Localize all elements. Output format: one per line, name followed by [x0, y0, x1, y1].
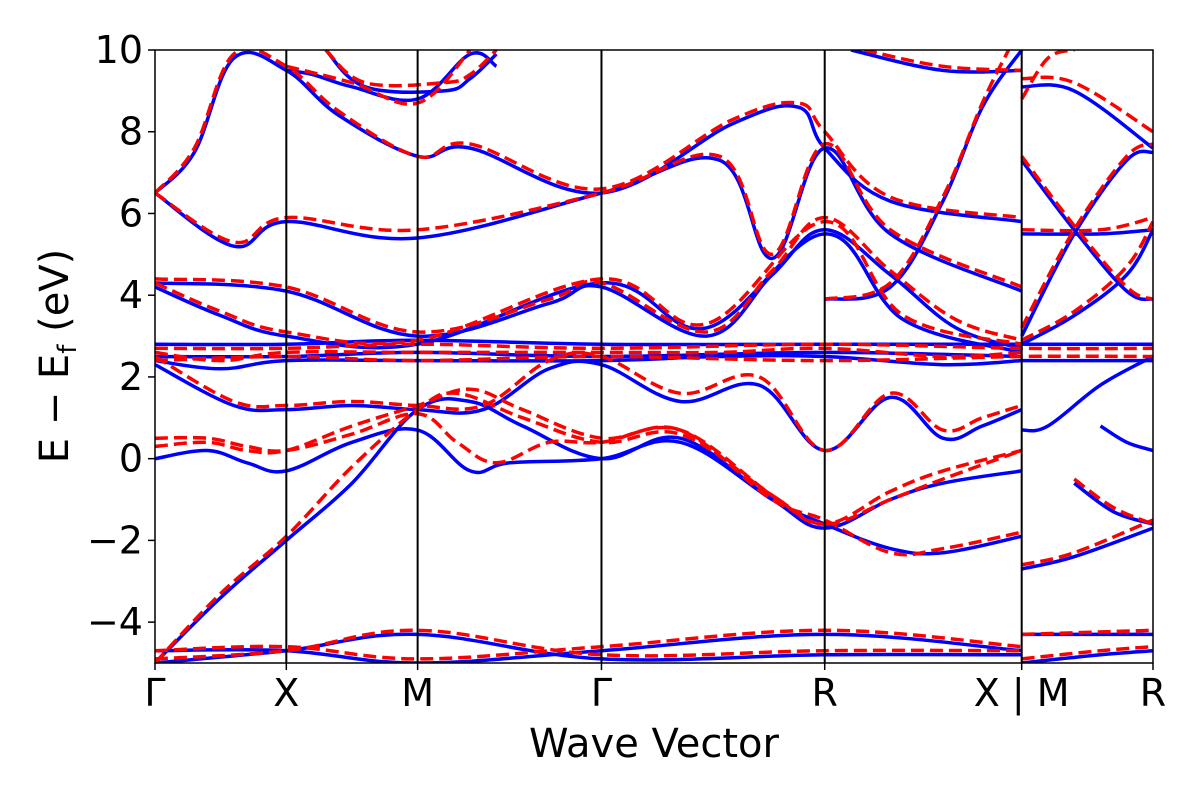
- y-axis-label: E − Ef (eV): [32, 249, 83, 464]
- y-tick-label: −4: [87, 600, 143, 644]
- dashed-band-line: [824, 50, 1011, 302]
- x-tick-label: R: [812, 671, 838, 715]
- y-axis-ticks: −4 −2 0 2 4 6 8 10: [87, 28, 155, 644]
- dashed-band-line: [1021, 518, 1153, 567]
- x-tick-label: R: [1140, 671, 1166, 715]
- solid-band-line: [1020, 149, 1153, 337]
- solid-band-line: [1099, 424, 1153, 453]
- dashed-band-line: [155, 215, 1023, 342]
- x-axis-label: Wave Vector: [529, 721, 780, 767]
- y-tick-label: 6: [119, 191, 143, 235]
- dashed-band-line: [1021, 644, 1153, 661]
- y-axis-label-sub: f: [53, 344, 83, 354]
- x-tick-label: Γ: [591, 671, 612, 715]
- y-tick-label: −2: [87, 518, 143, 562]
- dashed-band-line: [155, 219, 1023, 346]
- solid-band-line: [1020, 228, 1153, 346]
- bands-layer: [155, 50, 1153, 663]
- solid-band-line: [1021, 228, 1153, 236]
- solid-band-line: [155, 146, 1023, 293]
- solid-band-line: [155, 50, 1022, 224]
- dashed-band-line: [285, 50, 472, 106]
- dashed-band-line: [1021, 215, 1153, 233]
- dashed-band-line: [155, 50, 1022, 220]
- x-axis-ticks: Γ X M Γ R X | M R: [144, 663, 1166, 716]
- solid-band-line: [155, 397, 1023, 663]
- solid-band-line: [824, 50, 1024, 302]
- solid-band-line: [1021, 83, 1153, 150]
- dashed-band-line: [863, 50, 1022, 73]
- dashed-band-line: [155, 142, 1023, 289]
- plot-frame: [154, 49, 1154, 664]
- solid-band-line: [155, 232, 1023, 355]
- dashed-band-line: [1020, 50, 1075, 100]
- x-tick-label: Γ: [144, 671, 165, 715]
- solid-band-line: [1021, 354, 1153, 433]
- dashed-band-line: [1020, 155, 1153, 301]
- dashed-band-line: [155, 351, 1023, 453]
- dashed-band-line: [1073, 477, 1153, 526]
- solid-band-line: [1020, 159, 1153, 302]
- dashed-band-line: [1020, 220, 1153, 342]
- high-symmetry-lines: [285, 50, 1023, 663]
- dashed-band-line: [155, 387, 1023, 557]
- solid-band-line: [1021, 526, 1153, 571]
- dashed-band-line: [155, 354, 1153, 363]
- solid-band-line: [155, 359, 1023, 453]
- solid-band-line: [1021, 648, 1153, 663]
- dashed-band-line: [155, 342, 1153, 351]
- y-axis-label-tail: (eV): [32, 249, 78, 345]
- dashed-band-line: [155, 628, 1022, 661]
- dashed-band-line: [155, 391, 1023, 663]
- y-tick-label: 4: [119, 273, 143, 317]
- solid-band-line: [324, 50, 498, 94]
- x-tick-label: M: [401, 671, 434, 715]
- y-tick-label: 8: [119, 110, 143, 154]
- y-tick-label: 0: [119, 437, 143, 481]
- dashed-band-line: [1021, 75, 1153, 134]
- y-tick-label: 2: [119, 355, 143, 399]
- y-axis-label-main: E − E: [32, 354, 78, 464]
- dashed-band-line: [155, 411, 1023, 526]
- y-tick-label: 10: [95, 28, 143, 72]
- dashed-band-line: [1020, 142, 1153, 329]
- x-tick-label: X | M: [974, 671, 1070, 716]
- x-tick-label: X: [273, 671, 299, 715]
- dashed-band-line: [155, 628, 1022, 661]
- dashed-band-line: [1021, 628, 1153, 637]
